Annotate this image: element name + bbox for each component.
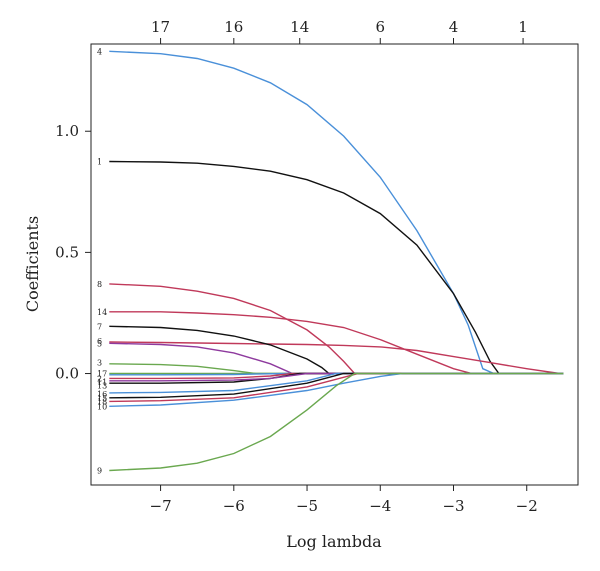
curve-label: 5 xyxy=(97,339,102,348)
curve-label: 6 xyxy=(97,337,102,346)
top-axis: 17 16 14 6 4 1 xyxy=(151,18,528,44)
curve-label: 18 xyxy=(97,397,107,406)
curve-label: 4 xyxy=(97,47,102,56)
curve-label: 15 xyxy=(97,394,107,403)
top-tick-label: 1 xyxy=(518,18,528,36)
curve-label: 17 xyxy=(97,370,107,379)
series-line-4 xyxy=(109,50,564,375)
top-tick-label: 14 xyxy=(290,18,309,36)
y-tick-label: 0.5 xyxy=(55,243,79,261)
series-line-9 xyxy=(109,372,564,472)
series-line-1 xyxy=(109,160,564,375)
curve-label: 14 xyxy=(97,308,107,317)
x-tick-label: −5 xyxy=(296,497,318,515)
curve-label: 8 xyxy=(97,280,102,289)
plot-frame xyxy=(90,43,579,486)
top-tick-label: 4 xyxy=(449,18,459,36)
curve-label: 2 xyxy=(97,374,102,383)
top-tick-label: 16 xyxy=(224,18,243,36)
x-tick-label: −7 xyxy=(150,497,172,515)
curve-label: 1 xyxy=(97,158,102,167)
x-tick-label: −2 xyxy=(516,497,538,515)
series-layer xyxy=(109,50,564,472)
curve-label: 9 xyxy=(97,466,102,475)
series-line-14 xyxy=(109,311,564,375)
x-tick-label: −6 xyxy=(223,497,245,515)
x-axis: −7 −6 −5 −4 −3 −2 xyxy=(150,485,538,515)
curve-label: 16 xyxy=(97,390,107,399)
y-axis-title: Coefficients xyxy=(23,216,42,312)
curve-label: 3 xyxy=(97,359,102,368)
top-tick-label: 17 xyxy=(151,18,170,36)
series-line-8 xyxy=(109,283,564,375)
series-line-6 xyxy=(109,341,564,375)
top-tick-label: 6 xyxy=(375,18,385,36)
y-tick-label: 0.0 xyxy=(55,365,79,383)
x-tick-label: −3 xyxy=(442,497,464,515)
y-tick-label: 1.0 xyxy=(55,122,79,140)
y-axis: 0.0 0.5 1.0 xyxy=(55,122,91,383)
x-tick-label: −4 xyxy=(369,497,391,515)
x-axis-title: Log lambda xyxy=(286,532,382,551)
curve-label: 10 xyxy=(97,402,107,411)
series-line-7 xyxy=(109,325,564,375)
curve-label: 7 xyxy=(97,322,102,331)
curve-label: 13 xyxy=(97,382,107,391)
curve-label: 11 xyxy=(97,378,107,387)
